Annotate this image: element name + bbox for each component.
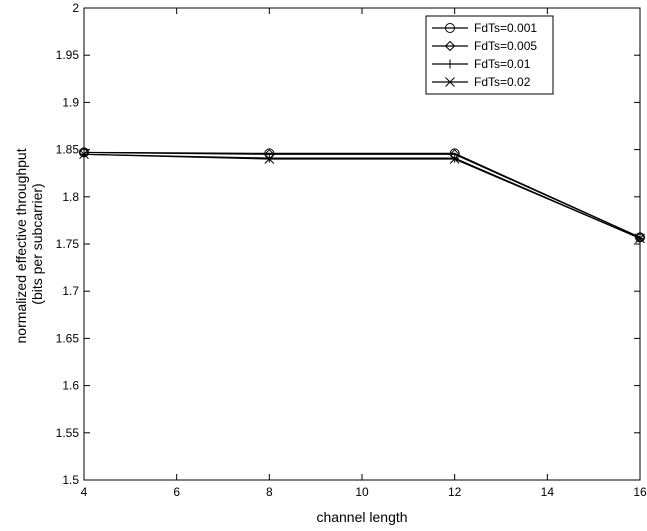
y-tick-label: 1.95 — [56, 48, 80, 62]
legend-item: FdTs=0.02 — [432, 75, 531, 89]
plot-area — [83, 7, 641, 481]
y-tick-label: 1.5 — [62, 473, 79, 487]
plot-frame — [83, 7, 641, 481]
y-tick-label: 1.65 — [56, 331, 80, 345]
legend: FdTs=0.001 FdTs=0.005 FdTs=0.01 FdTs=0.02 — [425, 15, 554, 95]
y-axis-label: normalized effective throughput (bits pe… — [13, 145, 45, 344]
y-tick-label: 1.7 — [62, 284, 79, 298]
y-axis-label-line-2: (bits per subcarrier) — [29, 183, 45, 304]
series-line — [83, 153, 641, 239]
y-tick-label: 1.55 — [56, 426, 80, 440]
legend-label: FdTs=0.005 — [474, 39, 537, 53]
marker-x — [79, 149, 89, 160]
marker-diamond — [444, 40, 456, 52]
series-line — [83, 151, 641, 238]
legend-label: FdTs=0.001 — [474, 21, 537, 35]
x-tick-label: 10 — [355, 485, 369, 499]
legend-item: FdTs=0.001 — [432, 21, 537, 35]
x-tick-label: 14 — [541, 485, 555, 499]
legend-label: FdTs=0.01 — [474, 57, 531, 71]
x-tick-label: 12 — [448, 485, 462, 499]
y-tick-label: 2 — [72, 1, 79, 15]
y-tick-label: 1.75 — [56, 237, 80, 251]
marker-x — [635, 233, 645, 244]
x-tick-label: 8 — [266, 485, 273, 499]
legend-label: FdTs=0.02 — [474, 75, 531, 89]
y-tick-label: 1.85 — [56, 143, 80, 157]
y-tick-label: 1.9 — [62, 95, 79, 109]
x-tick-label: 4 — [81, 485, 88, 499]
series-layer — [78, 147, 646, 244]
marker-x — [449, 154, 460, 164]
y-tick-label: 1.8 — [62, 190, 79, 204]
y-tick-label: 1.6 — [62, 379, 79, 393]
marker-plus — [445, 59, 455, 69]
x-axis-label: channel length — [316, 509, 407, 525]
marker-x — [445, 77, 455, 87]
marker-x — [264, 154, 275, 164]
legend-item: FdTs=0.005 — [432, 39, 537, 53]
y-axis: 1.5 1.55 1.6 1.65 1.7 1.75 1.8 1.85 1.9 1.95 2 — [56, 1, 640, 487]
y-axis-label-line-1: normalized effective throughput — [13, 148, 29, 343]
legend-box — [425, 15, 554, 95]
x-tick-label: 6 — [173, 485, 180, 499]
marker-circle — [445, 23, 455, 33]
marker-plus — [450, 153, 460, 163]
marker-plus — [264, 153, 274, 163]
legend-item: FdTs=0.01 — [432, 57, 531, 71]
x-tick-label: 16 — [633, 485, 647, 499]
series-4 — [79, 149, 645, 244]
x-axis: 4 6 8 10 12 14 16 — [81, 8, 647, 499]
